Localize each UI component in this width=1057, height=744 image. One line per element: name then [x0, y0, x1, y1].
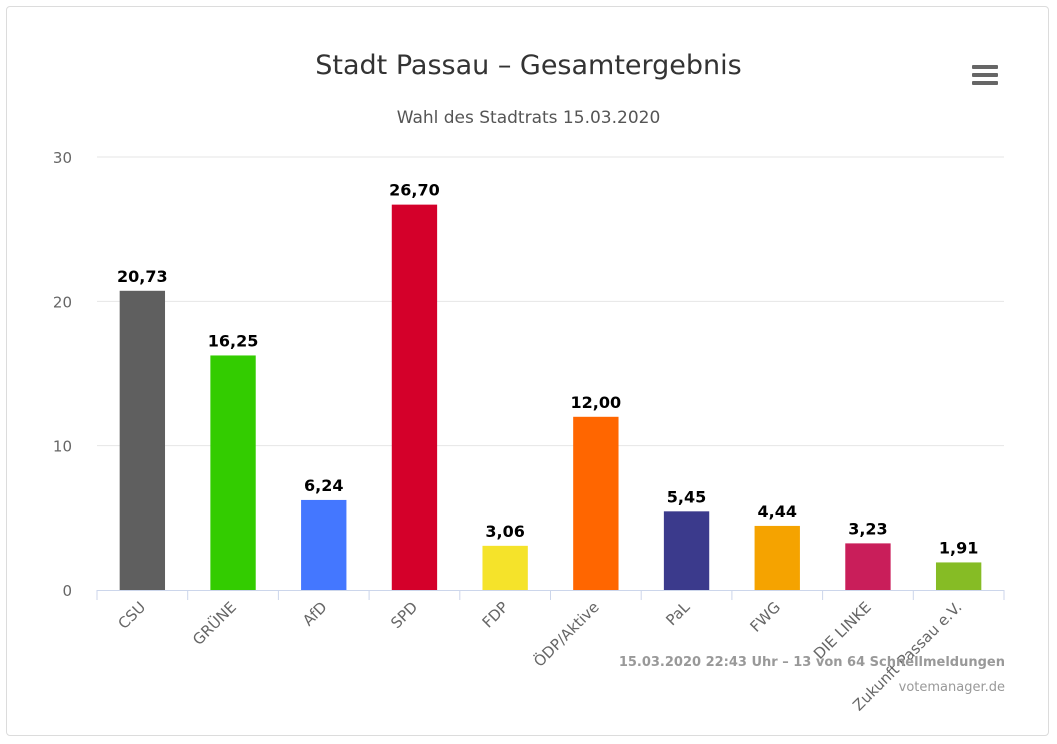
bar[interactable] [210, 355, 256, 590]
bar[interactable] [301, 499, 347, 590]
data-label: 4,44 [758, 502, 797, 521]
menu-line [972, 65, 998, 69]
x-tick-label: AfD [299, 598, 331, 630]
data-label: 12,00 [571, 393, 622, 412]
y-tick-label: 20 [53, 293, 72, 311]
y-tick-label: 10 [53, 438, 72, 456]
data-label: 5,45 [667, 487, 706, 506]
data-label: 26,70 [389, 181, 440, 200]
bar[interactable] [845, 543, 891, 590]
chart-card [6, 6, 1049, 736]
data-label: 20,73 [117, 267, 168, 286]
x-tick-label: CSU [115, 598, 150, 633]
x-tick-label: FDP [479, 598, 512, 631]
bar[interactable] [935, 562, 982, 590]
data-label: 3,06 [485, 522, 524, 541]
bar[interactable] [482, 545, 528, 590]
chart-title: Stadt Passau – Gesamtergebnis [315, 50, 742, 81]
bar[interactable] [119, 290, 166, 590]
bar[interactable] [754, 525, 800, 590]
bar[interactable] [391, 204, 438, 590]
menu-line [972, 73, 998, 77]
x-tick-label: SPD [387, 598, 421, 632]
x-tick-label: ÖDP/Aktive [529, 597, 602, 670]
bar[interactable] [573, 416, 619, 590]
x-tick-label: FWG [747, 598, 785, 636]
data-label: 1,91 [939, 538, 978, 557]
credits-timestamp[interactable]: 15.03.2020 22:43 Uhr – 13 von 64 Schnell… [618, 655, 1005, 670]
x-tick-label: GRÜNE [188, 597, 239, 648]
y-tick-label: 0 [62, 582, 72, 600]
bar[interactable] [663, 511, 710, 590]
x-tick-label: PaL [662, 598, 694, 630]
menu-line [972, 81, 998, 85]
y-tick-label: 30 [53, 149, 72, 167]
chart-subtitle: Wahl des Stadtrats 15.03.2020 [396, 108, 661, 128]
data-label: 3,23 [848, 519, 887, 538]
hamburger-menu-icon[interactable] [966, 62, 1004, 92]
x-tick-label: DIE LINKE [810, 598, 875, 663]
data-label: 16,25 [208, 331, 259, 350]
data-label: 6,24 [304, 476, 343, 495]
credits-source[interactable]: votemanager.de [898, 680, 1005, 695]
